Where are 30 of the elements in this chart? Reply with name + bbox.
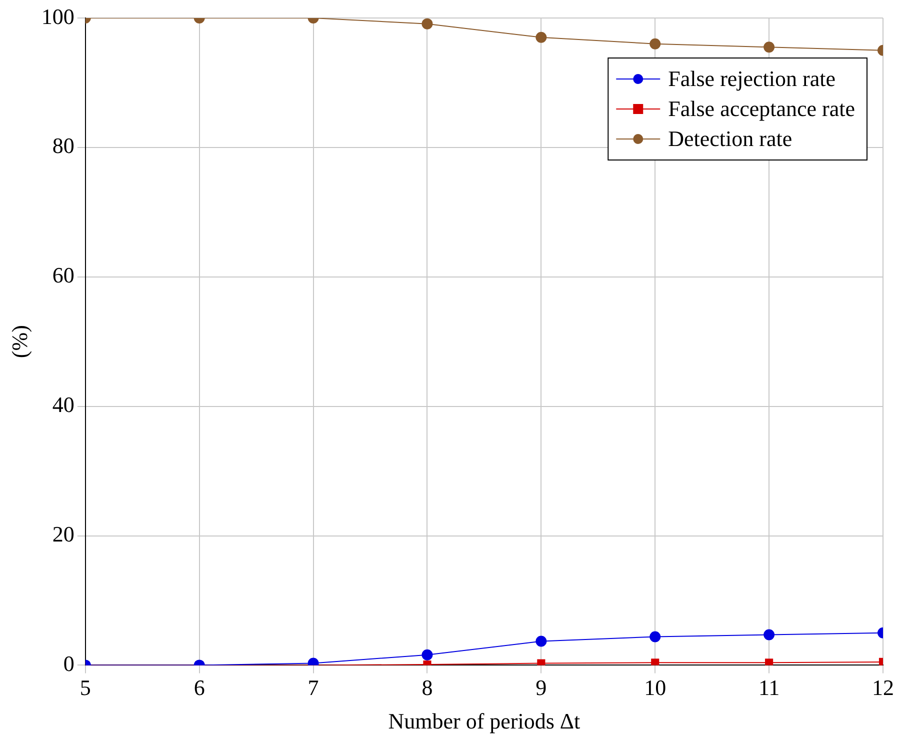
legend-label: False rejection rate — [668, 66, 836, 91]
y-tick-label: 20 — [52, 522, 74, 547]
y-tick-label: 100 — [41, 4, 74, 29]
legend-label: Detection rate — [668, 126, 792, 151]
point — [422, 649, 433, 660]
x-tick-label: 8 — [422, 675, 433, 700]
point — [536, 636, 547, 647]
point — [422, 18, 433, 30]
y-tick-label: 40 — [52, 392, 74, 418]
x-tick-label: 9 — [536, 675, 547, 700]
x-tick-label: 6 — [194, 675, 205, 700]
x-tick-label: 5 — [80, 675, 91, 700]
legend-label: False acceptance rate — [668, 96, 856, 121]
point — [765, 658, 774, 666]
y-tick-label: 0 — [63, 650, 74, 676]
point — [764, 629, 775, 640]
point — [650, 38, 661, 50]
y-tick-label: 80 — [52, 133, 74, 158]
x-tick-label: 7 — [308, 675, 319, 700]
x-tick-label: 10 — [644, 675, 666, 700]
point — [764, 42, 775, 53]
x-axis-title: Number of periods Δt — [388, 708, 580, 734]
point — [650, 631, 661, 642]
y-axis-title: (%) — [6, 325, 32, 358]
y-tick-label: 60 — [52, 262, 74, 288]
point — [651, 658, 660, 666]
x-tick-label: 12 — [872, 675, 894, 700]
point — [537, 659, 546, 666]
point — [536, 32, 547, 43]
x-tick-label: 11 — [758, 675, 780, 700]
